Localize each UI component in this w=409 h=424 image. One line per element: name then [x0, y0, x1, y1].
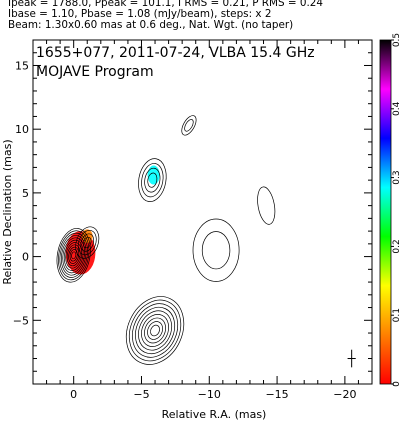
- chart-subtitle: MOJAVE Program: [36, 64, 154, 80]
- contour-south-jet-5: [141, 314, 170, 347]
- contour-north-knot-3: [147, 172, 158, 188]
- y-axis-label: Relative Declination (mas): [1, 139, 14, 284]
- x-tick-label: −15: [265, 388, 288, 401]
- contour-north-knot-2: [144, 167, 161, 193]
- axis-ticks: 0 −5 −10 −15 −20 −5 0 5 10 15: [13, 39, 373, 401]
- y-tick-label: 10: [15, 123, 29, 136]
- colorbar-tick-label: 0.4: [392, 101, 402, 116]
- contour-inner-jet-3: [83, 236, 92, 249]
- contour-core-9: [69, 249, 78, 262]
- contour-south-jet-4: [138, 310, 173, 351]
- contour-east-knot-1: [201, 231, 231, 270]
- contour-top-knot-1: [184, 119, 194, 132]
- contour-core-0: [56, 228, 91, 283]
- contour-far-knot-0: [257, 186, 276, 225]
- contour-inner-jet-2: [80, 233, 95, 252]
- contour-top-knot-0: [181, 115, 197, 136]
- x-axis-label: Relative R.A. (mas): [162, 408, 267, 421]
- x-tick-label: −5: [133, 388, 149, 401]
- contour-south-jet-2: [131, 303, 179, 358]
- beam-marker: [347, 349, 356, 368]
- header-line-2: Ibase = 1.10, Pbase = 1.08 (mJy/beam), s…: [8, 8, 272, 20]
- colorbar-tick-label: 0.2: [392, 239, 402, 253]
- y-tick-label: 0: [22, 251, 29, 264]
- contour-layer: [56, 115, 276, 365]
- header-line-1: Ipeak = 1788.0, Ppeak = 101.1, I RMS = 0…: [8, 0, 324, 9]
- colorbar: 0 0.1 0.2 0.3 0.4 0.5: [379, 33, 402, 387]
- x-tick-label: 0: [70, 388, 77, 401]
- colorbar-tick-label: 0: [392, 381, 402, 387]
- contour-inner-jet-1: [77, 229, 97, 256]
- contour-south-jet-8: [150, 324, 160, 337]
- x-tick-label: −10: [198, 388, 221, 401]
- contour-east-knot-0: [192, 218, 240, 282]
- contour-core-3: [60, 235, 87, 276]
- y-tick-label: 5: [22, 187, 29, 200]
- contour-core-10: [71, 251, 77, 260]
- contour-south-jet-3: [135, 306, 176, 355]
- chart-title: 1655+077, 2011-07-24, VLBA 15.4 GHz: [36, 45, 315, 61]
- colorbar-scale: [379, 39, 392, 385]
- contour-core-4: [62, 237, 85, 274]
- contour-north-knot-0: [138, 158, 167, 202]
- colorbar-tick-label: 0.3: [392, 170, 402, 184]
- x-tick-label: −20: [333, 388, 356, 401]
- contour-inner-jet-0: [75, 226, 100, 259]
- contour-south-jet-0: [125, 296, 185, 365]
- plot-frame: [32, 39, 373, 385]
- contour-south-jet-1: [128, 299, 182, 362]
- contour-core-1: [58, 230, 90, 281]
- plot-border: [32, 39, 373, 385]
- y-tick-label: −5: [13, 314, 29, 327]
- contour-south-jet-7: [147, 321, 163, 340]
- colorbar-tick-label: 0.5: [392, 33, 402, 47]
- contour-north-knot-1: [141, 163, 164, 198]
- y-tick-label: 15: [15, 59, 29, 72]
- contour-south-jet-6: [144, 317, 166, 344]
- header-line-3: Beam: 1.30x0.60 mas at 0.6 deg., Nat. Wg…: [8, 19, 294, 31]
- colorbar-tick-label: 0.1: [392, 308, 402, 322]
